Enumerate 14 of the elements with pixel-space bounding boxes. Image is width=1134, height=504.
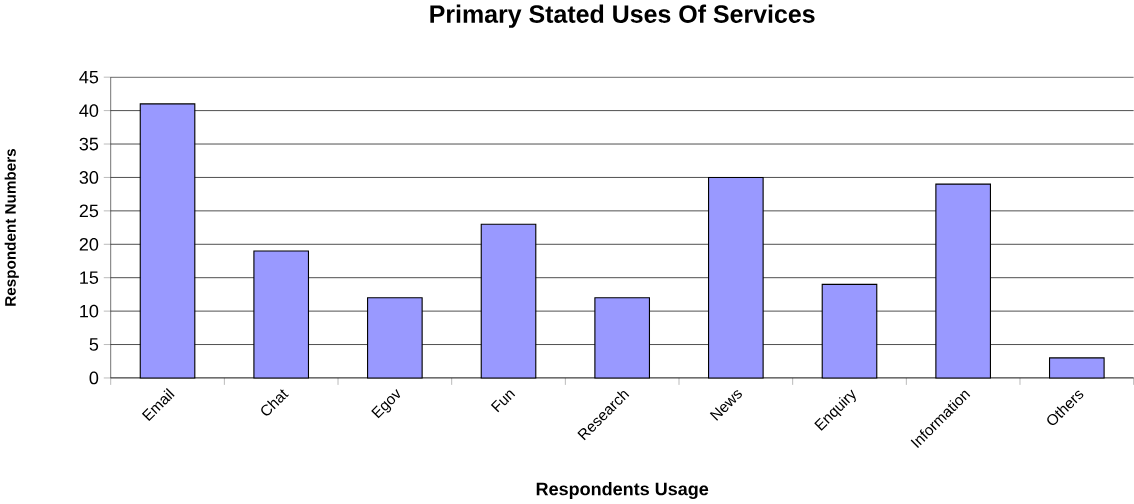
y-tick-label: 25	[79, 204, 99, 218]
chart-title: Primary Stated Uses Of Services	[430, 4, 815, 29]
y-tick-label: 10	[80, 304, 99, 318]
y-tick-label: 40	[79, 104, 99, 118]
y-axis-title: Respondent Numbers	[4, 149, 19, 306]
y-tick-label: 15	[80, 271, 99, 285]
x-tick-label: Fun	[490, 390, 516, 413]
y-tick-label: 45	[79, 71, 99, 84]
y-tick-label: 30	[79, 171, 99, 185]
y-tick-label: 35	[79, 137, 99, 151]
x-axis-title: Respondents Usage	[536, 482, 709, 500]
y-tick-label: 0	[89, 371, 99, 385]
y-tick-label: 5	[89, 338, 99, 352]
y-tick-label: 20	[79, 238, 99, 251]
